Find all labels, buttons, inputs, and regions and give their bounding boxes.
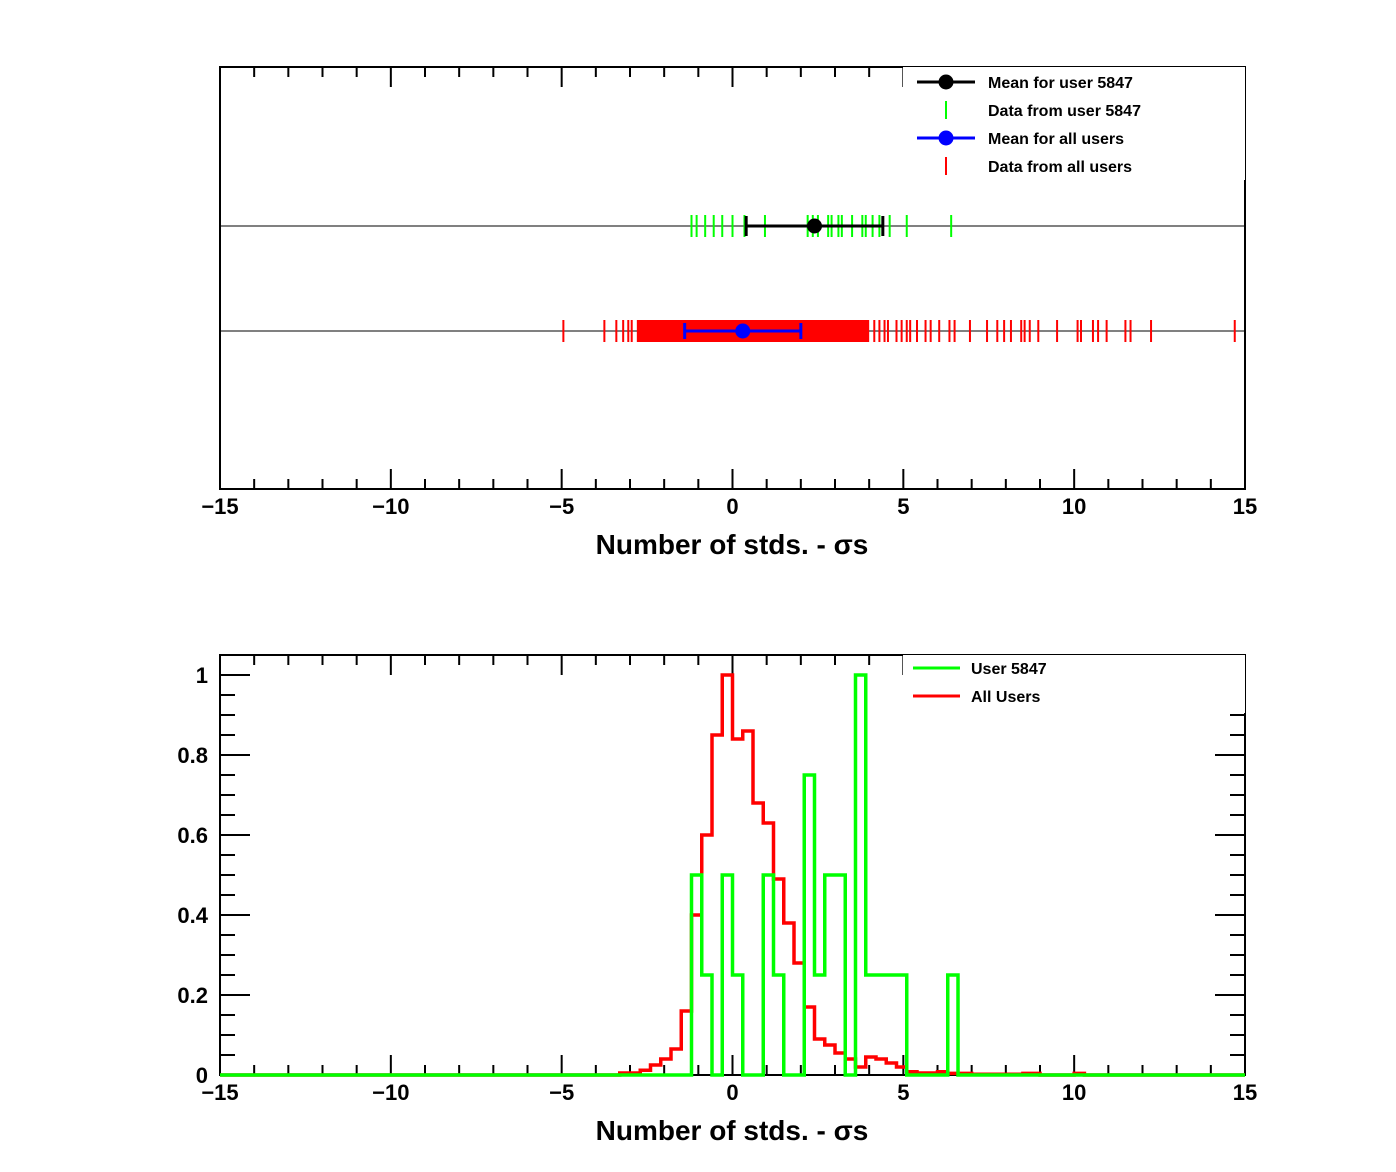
x-tick-label: 0 xyxy=(726,1080,738,1105)
y-tick-label: 0.8 xyxy=(177,743,208,768)
x-tick-label: 5 xyxy=(897,494,909,519)
x-tick-label: −15 xyxy=(201,494,238,519)
histogram-legend-box xyxy=(903,655,1245,713)
strip-chart-x-axis-title: Number of stds. - σs xyxy=(596,529,869,560)
legend-label: User 5847 xyxy=(971,661,1047,678)
user-mean-point xyxy=(807,218,822,234)
strip-chart-panel: −15 −10 −5 0 5 10 15 Number of stds. - σs Mean… xyxy=(201,66,1257,560)
x-tick-label: 15 xyxy=(1233,1080,1257,1105)
legend-label: Data from user 5847 xyxy=(988,103,1141,120)
x-tick-label: −10 xyxy=(372,1080,409,1105)
x-tick-label: −15 xyxy=(201,1080,238,1105)
x-tick-label: 15 xyxy=(1233,494,1257,519)
strip-chart-marks xyxy=(220,215,1245,342)
strip-chart-legend: Mean for user 5847 Data from user 5847 Mea… xyxy=(903,67,1245,180)
x-tick-label: −10 xyxy=(372,494,409,519)
legend-label: All Users xyxy=(971,689,1040,706)
legend-label: Mean for user 5847 xyxy=(988,75,1133,92)
all-users-mean-point xyxy=(735,323,751,339)
y-tick-label: 1 xyxy=(196,663,208,688)
histogram-series-user xyxy=(220,673,1245,1077)
y-tick-label: 0 xyxy=(196,1063,208,1088)
x-tick-label: 0 xyxy=(726,494,738,519)
legend-label: Mean for all users xyxy=(988,131,1124,148)
x-tick-label: 10 xyxy=(1062,494,1086,519)
x-tick-label: −5 xyxy=(549,1080,574,1105)
legend-label: Data from all users xyxy=(988,159,1132,176)
histogram-legend: User 5847 All Users xyxy=(903,655,1245,713)
histogram-panel: −15 −10 −5 0 5 10 15 0 0.2 0.4 0.6 0.8 1 Number of s… xyxy=(177,654,1257,1146)
y-tick-label: 0.2 xyxy=(177,983,208,1008)
histogram-series xyxy=(220,673,1245,1077)
x-tick-label: −5 xyxy=(549,494,574,519)
y-tick-label: 0.6 xyxy=(177,823,208,848)
x-tick-label: 5 xyxy=(897,1080,909,1105)
strip-chart-x-tick-labels: −15 −10 −5 0 5 10 15 xyxy=(201,494,1257,519)
x-tick-label: 10 xyxy=(1062,1080,1086,1105)
strip-chart-legend-box xyxy=(903,67,1245,180)
histogram-tick-labels: −15 −10 −5 0 5 10 15 0 0.2 0.4 0.6 0.8 1 xyxy=(177,663,1257,1105)
y-tick-label: 0.4 xyxy=(177,903,208,928)
legend-point-swatch xyxy=(938,74,954,90)
legend-point-swatch xyxy=(938,130,954,146)
histogram-x-axis-title: Number of stds. - σs xyxy=(596,1115,869,1146)
